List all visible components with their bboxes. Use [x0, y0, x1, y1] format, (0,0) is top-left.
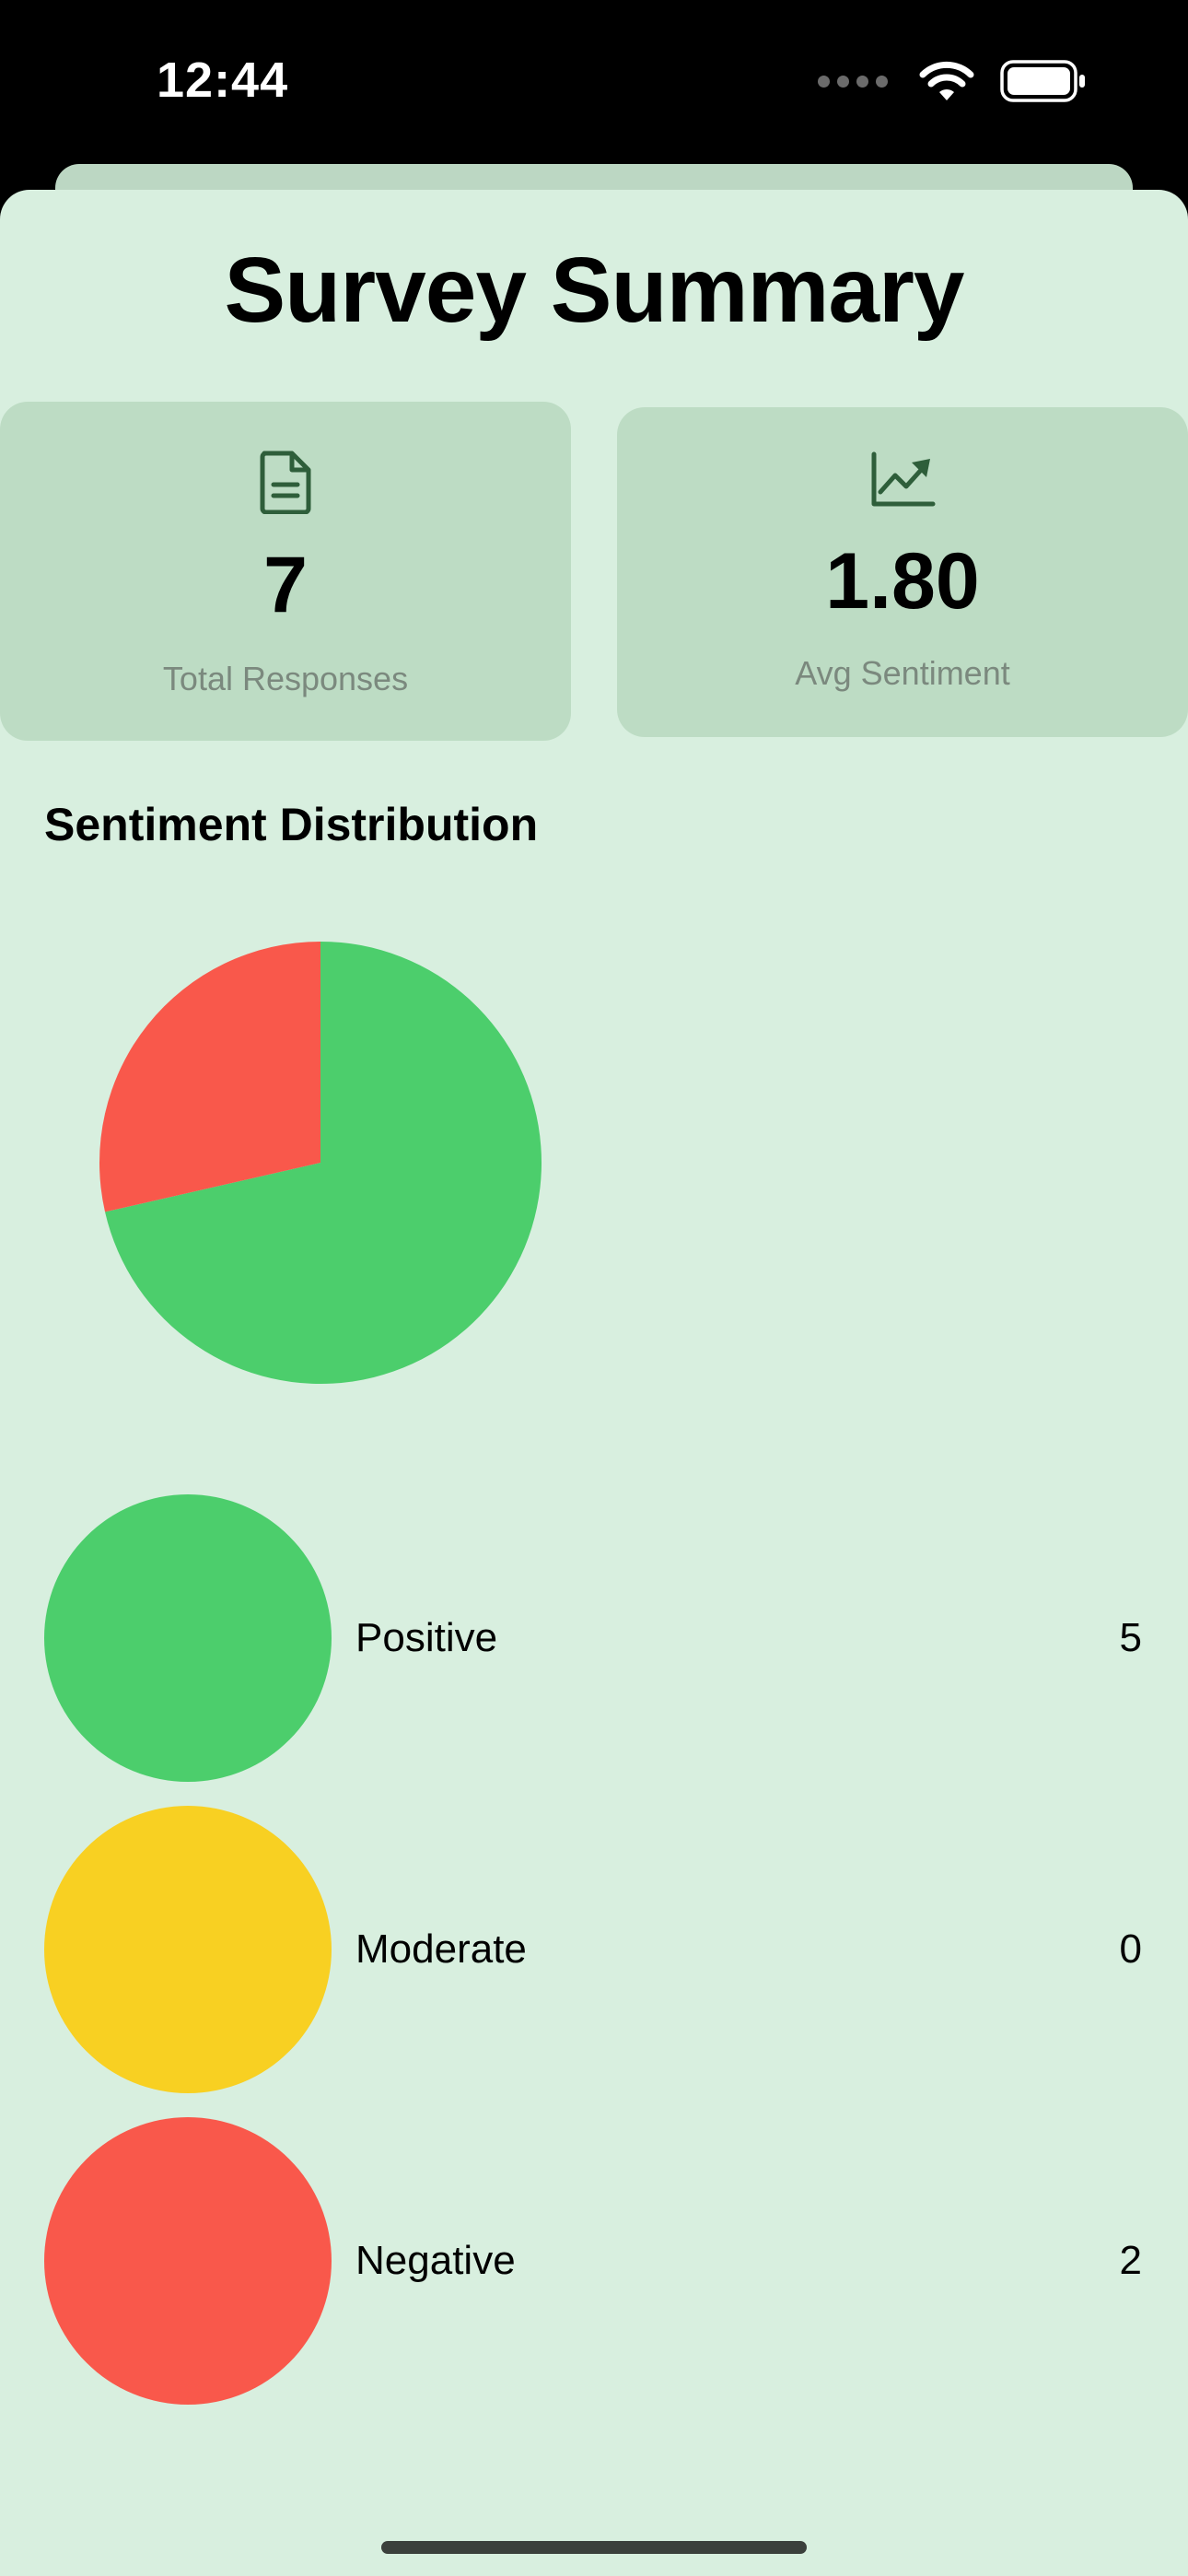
- pie-slice-negative: [99, 942, 320, 1212]
- cellular-signal-icon: [818, 75, 888, 88]
- avg-sentiment-value: 1.80: [825, 537, 980, 626]
- avg-sentiment-label: Avg Sentiment: [795, 654, 1010, 692]
- legend-label: Negative: [355, 2238, 516, 2283]
- legend-row-negative: Negative 2: [0, 2117, 1188, 2405]
- document-icon: [260, 451, 311, 514]
- avg-sentiment-card: 1.80 Avg Sentiment: [617, 407, 1188, 737]
- legend-count: 2: [1119, 2238, 1142, 2283]
- total-responses-label: Total Responses: [162, 660, 409, 697]
- page-title: Survey Summary: [224, 239, 964, 342]
- legend-row-moderate: Moderate 0: [0, 1806, 1188, 2093]
- total-responses-value: 7: [263, 541, 308, 629]
- wifi-icon: [919, 61, 974, 100]
- total-responses-card: 7 Total Responses: [0, 402, 571, 741]
- battery-icon: [1000, 60, 1085, 102]
- section-title: Sentiment Distribution: [44, 799, 539, 850]
- positive-color-dot: [44, 1494, 332, 1782]
- legend-count: 5: [1119, 1615, 1142, 1660]
- legend-row-positive: Positive 5: [0, 1494, 1188, 1782]
- status-icons: [818, 55, 1087, 107]
- moderate-color-dot: [44, 1806, 332, 2093]
- status-time: 12:44: [157, 53, 289, 108]
- pie-slice-positive: [105, 942, 542, 1384]
- sentiment-pie-chart: [99, 942, 542, 1384]
- legend-label: Positive: [355, 1615, 498, 1660]
- negative-color-dot: [44, 2117, 332, 2405]
- trend-chart-icon: [871, 451, 936, 507]
- legend-count: 0: [1119, 1926, 1142, 1972]
- status-bar: 12:44: [0, 0, 1188, 184]
- legend-label: Moderate: [355, 1926, 527, 1972]
- home-indicator[interactable]: [381, 2541, 807, 2554]
